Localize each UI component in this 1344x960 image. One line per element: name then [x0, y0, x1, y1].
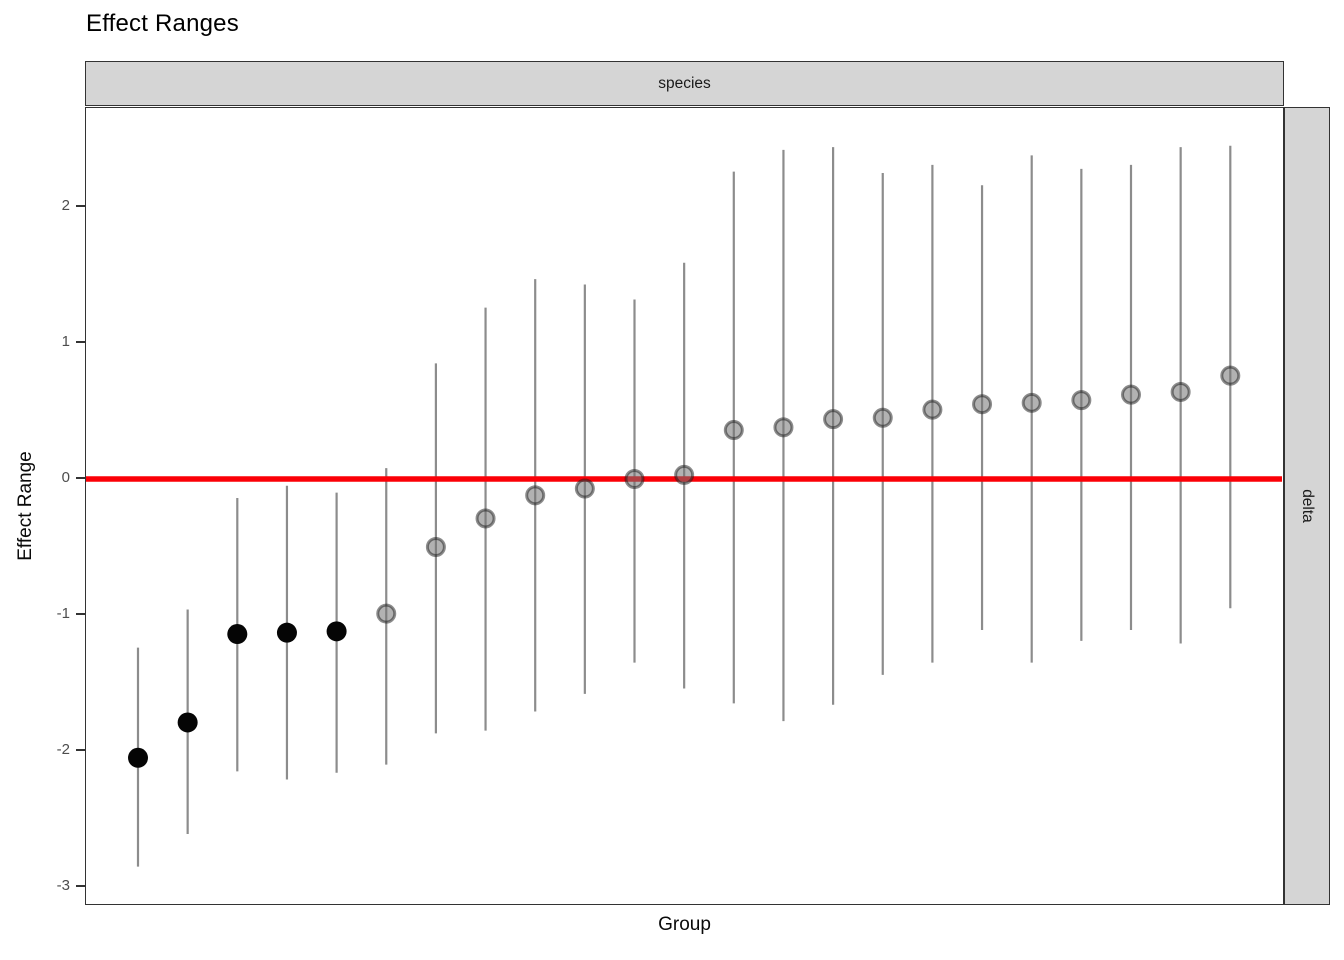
plot-panel [85, 107, 1284, 905]
chart-title: Effect Ranges [86, 10, 239, 37]
facet-strip-top: species [85, 61, 1284, 106]
data-point [574, 478, 595, 499]
data-point [922, 399, 943, 420]
data-point [475, 508, 496, 529]
data-point [1021, 392, 1042, 413]
y-tick-mark [76, 749, 85, 751]
y-tick-mark [76, 477, 85, 479]
y-tick-label: -3 [56, 877, 70, 894]
data-point [376, 603, 397, 624]
data-point-significant [227, 624, 248, 645]
data-point [972, 394, 993, 415]
data-point-significant [276, 622, 297, 643]
data-point-significant [128, 747, 148, 768]
data-point [723, 420, 744, 441]
plot-area-svg [86, 145, 1282, 867]
data-point-significant [326, 621, 347, 642]
data-point [425, 537, 446, 557]
data-point [1121, 384, 1141, 405]
facet-strip-right: delta [1284, 107, 1330, 905]
y-tick-mark [76, 613, 85, 615]
facet-strip-right-label: delta [1299, 489, 1316, 523]
data-point [872, 407, 893, 428]
y-tick-mark [76, 885, 85, 887]
y-tick-label: 0 [61, 469, 70, 486]
y-tick-mark [76, 341, 85, 343]
data-point [1220, 365, 1241, 386]
y-tick-label: 2 [61, 197, 70, 214]
data-point [624, 469, 645, 489]
y-tick-label: -2 [56, 741, 70, 758]
data-point [1170, 381, 1191, 402]
data-point [823, 409, 844, 430]
data-point [1071, 390, 1092, 411]
y-tick-label: -1 [56, 605, 70, 622]
data-point [674, 464, 695, 485]
data-point [773, 417, 794, 438]
x-axis-title: Group [658, 914, 711, 935]
data-point [525, 485, 546, 506]
y-tick-mark [76, 205, 85, 207]
data-point-significant [177, 712, 198, 733]
facet-strip-top-label: species [658, 74, 711, 92]
y-tick-label: 1 [61, 333, 70, 350]
